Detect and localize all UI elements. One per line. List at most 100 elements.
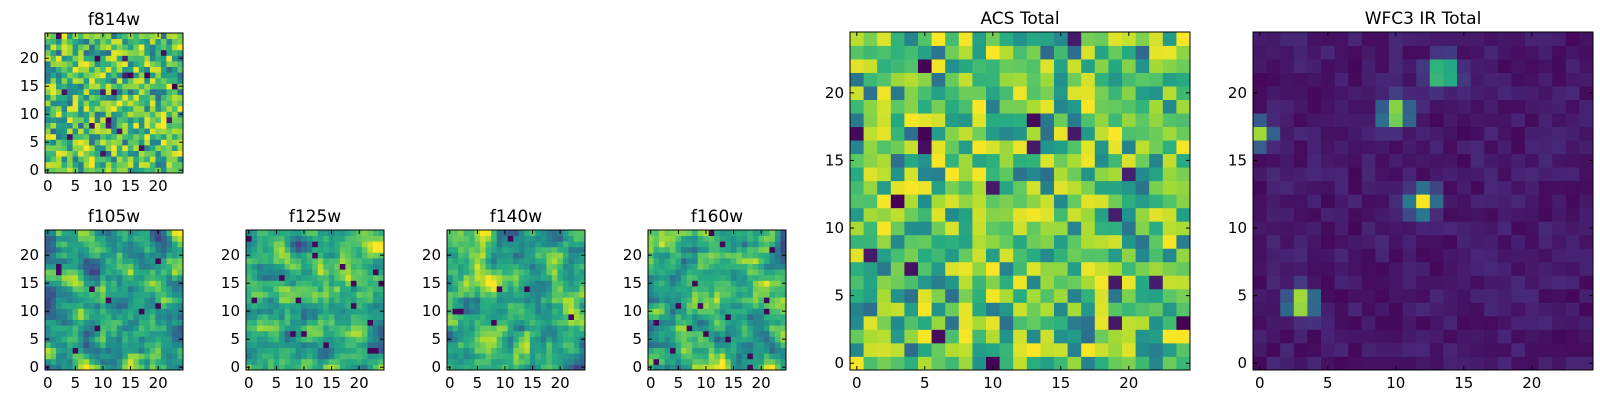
- heatmap-cell: [1162, 59, 1177, 73]
- heatmap-cell: [540, 230, 547, 236]
- y-tick-label: 0: [230, 358, 240, 376]
- heatmap-cell: [686, 364, 693, 371]
- heatmap-cell: [166, 291, 173, 298]
- heatmap-cell: [1389, 315, 1403, 330]
- heatmap-cell: [149, 286, 156, 292]
- heatmap-cell: [284, 364, 291, 371]
- heatmap-cell: [774, 342, 781, 348]
- heatmap-cell: [972, 288, 987, 303]
- y-tick-label: 15: [422, 274, 441, 292]
- heatmap-cell: [463, 325, 470, 332]
- heatmap-cell: [78, 235, 85, 242]
- heatmap-cell: [524, 308, 531, 315]
- heatmap-cell: [863, 288, 878, 303]
- heatmap-cell: [774, 291, 781, 298]
- heatmap-cell: [491, 241, 498, 248]
- heatmap-cell: [447, 291, 453, 298]
- heatmap-cell: [474, 308, 481, 315]
- heatmap-cell: [1484, 140, 1499, 155]
- heatmap-cell: [155, 83, 162, 90]
- heatmap-cell: [56, 353, 62, 360]
- heatmap-cell: [502, 246, 509, 253]
- heatmap-cell: [972, 113, 987, 128]
- heatmap-cell: [692, 358, 699, 365]
- heatmap-cell: [350, 291, 357, 298]
- heatmap-cell: [378, 358, 385, 365]
- heatmap-cell: [105, 33, 112, 39]
- heatmap-cell: [1552, 99, 1567, 114]
- heatmap-cell: [747, 246, 754, 253]
- heatmap-cell: [863, 126, 878, 141]
- heatmap-cell: [138, 55, 145, 62]
- heatmap-cell: [1565, 207, 1580, 222]
- heatmap-cell: [1108, 207, 1123, 222]
- heatmap-cell: [540, 325, 547, 332]
- heatmap-cell: [144, 33, 151, 39]
- heatmap-cell: [485, 347, 492, 354]
- heatmap-cell: [524, 314, 531, 320]
- heatmap-cell: [116, 38, 123, 45]
- heatmap-cell: [257, 353, 263, 360]
- heatmap-cell: [480, 319, 487, 326]
- heatmap-cell: [675, 302, 682, 309]
- heatmap-cell: [306, 252, 313, 259]
- heatmap-cell: [138, 274, 145, 281]
- heatmap-cell: [350, 269, 357, 276]
- heatmap-cell: [138, 72, 145, 79]
- heatmap-cell: [116, 139, 123, 146]
- heatmap-cell: [1162, 113, 1177, 128]
- heatmap-cell: [345, 263, 352, 270]
- heatmap-cell: [502, 342, 509, 348]
- heatmap-cell: [659, 336, 665, 343]
- heatmap-cell: [491, 280, 498, 287]
- heatmap-cell: [986, 72, 1000, 87]
- heatmap-cell: [1135, 302, 1150, 317]
- heatmap-cell: [529, 302, 536, 309]
- heatmap-cell: [1135, 234, 1150, 249]
- heatmap-cell: [50, 167, 57, 174]
- heatmap-cell: [780, 246, 787, 253]
- heatmap-cell: [273, 258, 280, 264]
- heatmap-cell: [463, 342, 470, 348]
- heatmap-cell: [546, 364, 553, 371]
- heatmap-cell: [1307, 221, 1322, 236]
- heatmap-cell: [719, 358, 726, 365]
- heatmap-cell: [155, 336, 162, 343]
- heatmap-cell: [1122, 275, 1136, 290]
- heatmap-cell: [268, 241, 274, 248]
- heatmap-cell: [1266, 194, 1281, 209]
- heatmap-cell: [502, 269, 509, 276]
- heatmap-cell: [1108, 180, 1123, 195]
- heatmap-cell: [1162, 32, 1177, 46]
- heatmap-cell: [540, 358, 547, 365]
- heatmap-cell: [551, 263, 558, 270]
- heatmap-cell: [127, 49, 134, 56]
- heatmap-cell: [758, 347, 765, 354]
- heatmap-cell: [372, 347, 379, 354]
- heatmap-cell: [747, 319, 754, 326]
- heatmap-cell: [83, 38, 90, 45]
- heatmap-cell: [61, 358, 68, 365]
- heatmap-cell: [1013, 32, 1028, 46]
- heatmap-cell: [155, 44, 162, 51]
- heatmap-cell: [78, 269, 85, 276]
- heatmap-cell: [127, 308, 134, 315]
- heatmap-cell: [345, 319, 352, 326]
- heatmap-cell: [747, 286, 754, 292]
- heatmap-cell: [1149, 153, 1164, 168]
- heatmap-cell: [317, 353, 324, 360]
- heatmap-cell: [1538, 194, 1553, 209]
- heatmap-cell: [312, 353, 319, 360]
- heatmap-cell: [155, 291, 162, 298]
- y-tick-label: 10: [221, 302, 240, 320]
- heatmap-cell: [986, 207, 1000, 222]
- heatmap-cell: [1081, 342, 1096, 357]
- heatmap-cell: [496, 297, 503, 304]
- heatmap-cell: [144, 145, 151, 151]
- heatmap-cell: [1429, 342, 1444, 357]
- heatmap-cell: [284, 246, 291, 253]
- heatmap-cell: [1470, 248, 1485, 263]
- heatmap-cell: [1176, 288, 1191, 303]
- heatmap-cell: [1176, 167, 1191, 182]
- heatmap-cell: [144, 83, 151, 90]
